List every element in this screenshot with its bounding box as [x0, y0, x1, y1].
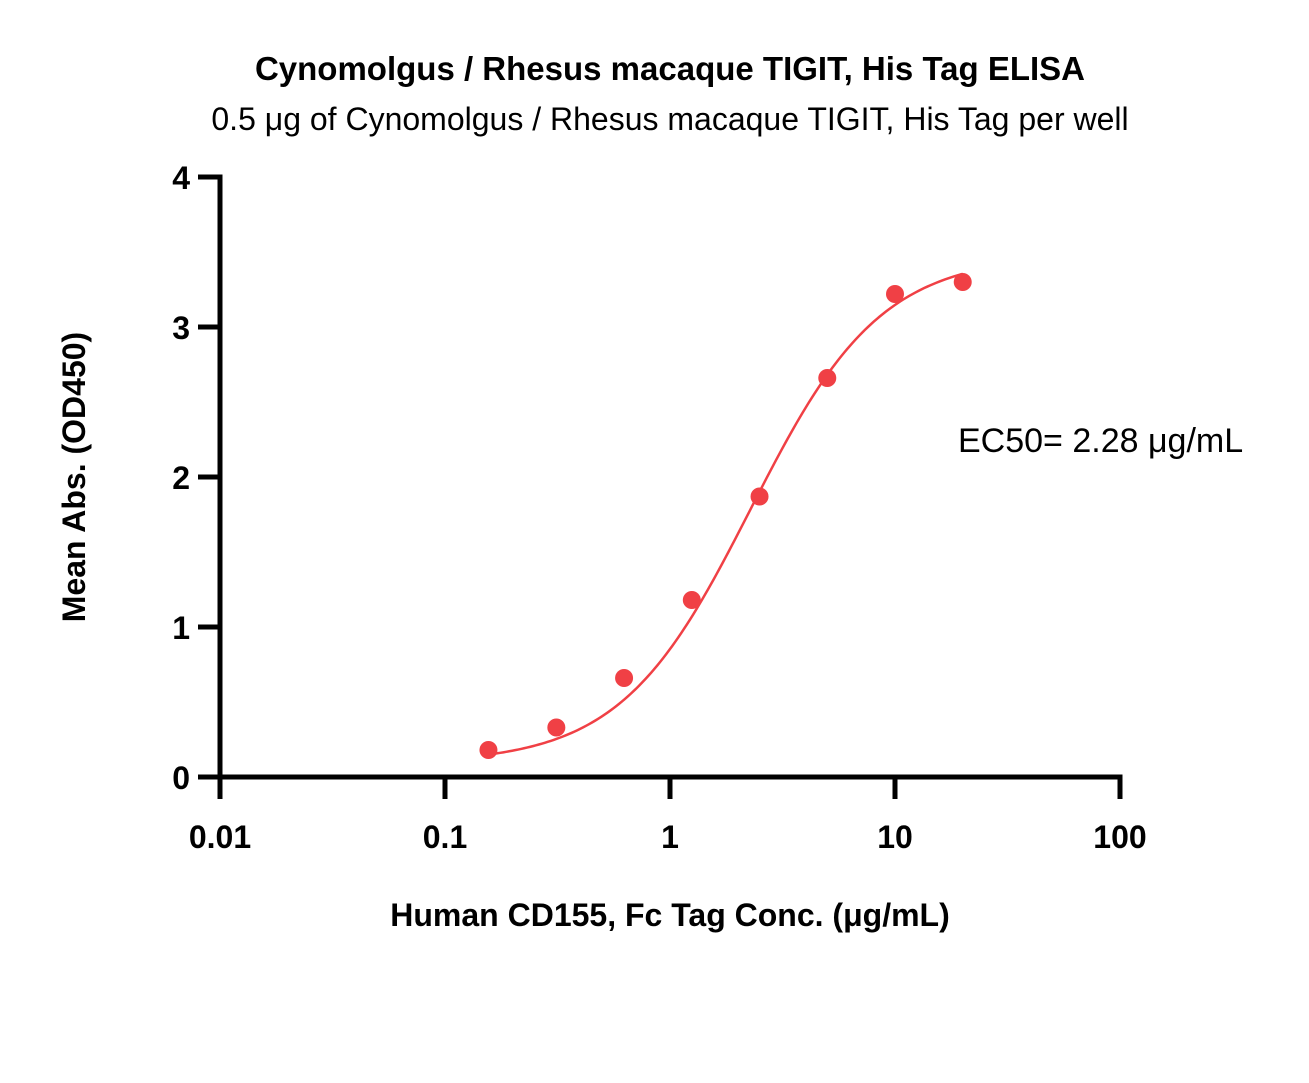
y-tick-label: 4	[172, 160, 190, 196]
x-tick-label: 0.1	[423, 819, 467, 855]
y-axis-label: Mean Abs. (OD450)	[56, 332, 92, 622]
x-tick-label: 100	[1093, 819, 1146, 855]
chart-subtitle: 0.5 μg of Cynomolgus / Rhesus macaque TI…	[211, 101, 1128, 137]
data-point	[750, 487, 769, 506]
x-tick-label: 10	[877, 819, 913, 855]
ec50-annotation: EC50= 2.28 μg/mL	[958, 422, 1243, 460]
y-tick-label: 1	[172, 610, 190, 646]
x-tick-label: 0.01	[189, 819, 251, 855]
data-point	[682, 591, 701, 609]
data-points	[479, 273, 972, 759]
chart-title: Cynomolgus / Rhesus macaque TIGIT, His T…	[255, 50, 1085, 87]
data-point	[886, 285, 904, 303]
data-point	[615, 669, 634, 687]
fit-curve-layer	[488, 272, 964, 756]
y-tick-label: 0	[172, 760, 190, 796]
fit-curve	[488, 272, 964, 756]
y-tick-label: 3	[172, 310, 190, 346]
data-point	[818, 369, 837, 387]
data-point	[547, 718, 566, 737]
x-axis-label: Human CD155, Fc Tag Conc. (μg/mL)	[390, 897, 949, 933]
data-point	[953, 273, 972, 291]
data-point	[479, 741, 498, 759]
axes	[217, 174, 1123, 780]
y-tick-label: 2	[172, 460, 190, 496]
ticks: 0.01 0.1 1 10 100 0 1 2 3 4	[172, 160, 1146, 855]
x-tick-label: 1	[661, 819, 679, 855]
